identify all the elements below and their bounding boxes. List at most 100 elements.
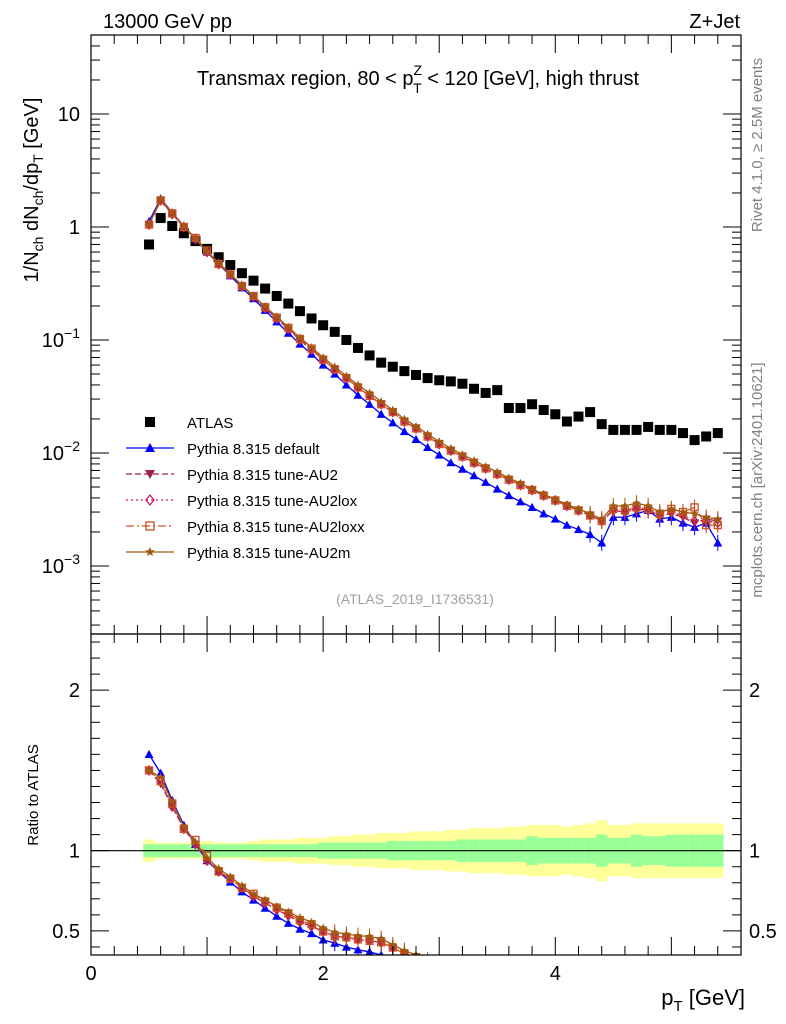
data-point bbox=[411, 421, 421, 430]
data-point bbox=[318, 320, 329, 331]
data-point bbox=[654, 424, 665, 435]
data-point bbox=[155, 213, 166, 224]
ratio-point bbox=[307, 917, 316, 926]
data-point bbox=[284, 322, 293, 331]
data-point bbox=[341, 334, 352, 345]
ratio-point bbox=[144, 749, 154, 758]
data-point bbox=[411, 369, 421, 380]
data-point bbox=[144, 220, 154, 229]
data-point bbox=[538, 405, 549, 416]
data-point bbox=[388, 418, 398, 427]
legend-label: Pythia 8.315 tune-AU2lox bbox=[187, 493, 358, 510]
data-point bbox=[434, 375, 445, 386]
ratio-point bbox=[144, 765, 154, 775]
ratio-point bbox=[214, 864, 223, 873]
ratio-y-tick-label-right: 0.5 bbox=[749, 921, 777, 943]
data-point bbox=[469, 471, 479, 480]
ratio-point bbox=[272, 911, 282, 920]
data-point bbox=[677, 428, 688, 439]
analysis-tag: (ATLAS_2019_I1736531) bbox=[336, 591, 494, 607]
ratio-series-pythia-8-315-tune-au2 bbox=[144, 766, 432, 967]
ratio-point bbox=[202, 853, 212, 862]
data-point bbox=[504, 473, 514, 482]
legend-marker bbox=[145, 493, 155, 507]
data-point bbox=[353, 380, 363, 389]
ratio-point bbox=[388, 940, 398, 949]
ratio-point bbox=[424, 958, 431, 967]
data-point bbox=[609, 501, 618, 510]
data-point bbox=[701, 431, 712, 442]
data-point bbox=[144, 239, 155, 250]
data-point bbox=[632, 498, 641, 507]
legend-entry: Pythia 8.315 tune-AU2loxx bbox=[126, 519, 365, 536]
data-point bbox=[249, 291, 258, 300]
ratio-y-tick-label-right: 2 bbox=[749, 680, 760, 702]
data-point bbox=[283, 323, 293, 335]
data-point bbox=[713, 514, 723, 523]
ratio-point bbox=[179, 822, 189, 831]
data-point bbox=[689, 435, 700, 446]
data-point bbox=[318, 352, 328, 362]
ratio-y-tick-label-right: 1 bbox=[749, 841, 760, 863]
data-point bbox=[167, 208, 177, 217]
ratio-point bbox=[353, 931, 363, 940]
data-point bbox=[619, 424, 630, 435]
main-y-axis-label: 1/Nch dNch/dpT [GeV] bbox=[21, 98, 46, 283]
ratio-point bbox=[400, 946, 409, 955]
data-point bbox=[260, 301, 270, 311]
data-point bbox=[608, 424, 619, 435]
data-point bbox=[550, 409, 561, 420]
legend-label: Pythia 8.315 tune-AU2 bbox=[187, 467, 338, 484]
series-atlas bbox=[144, 213, 723, 446]
data-point bbox=[202, 246, 212, 255]
data-point bbox=[179, 221, 189, 231]
data-point bbox=[434, 450, 444, 459]
data-point bbox=[515, 403, 526, 414]
ratio-y-tick-label-left: 1 bbox=[69, 841, 80, 863]
legend-label: ATLAS bbox=[187, 415, 233, 432]
x-tick-label: 2 bbox=[318, 963, 329, 985]
data-point bbox=[678, 507, 688, 516]
data-point bbox=[423, 429, 432, 438]
data-point bbox=[712, 428, 723, 439]
ratio-panel: 0 2 4 0.5 0.5 1 1 2 2 bbox=[52, 633, 777, 985]
ratio-point bbox=[283, 918, 293, 927]
ratio-point bbox=[156, 775, 166, 787]
data-point bbox=[469, 383, 480, 394]
data-point bbox=[178, 228, 189, 239]
data-point bbox=[307, 344, 316, 356]
ratio-point bbox=[388, 955, 397, 963]
ratio-point bbox=[423, 955, 432, 963]
legend-marker bbox=[145, 470, 155, 479]
data-point bbox=[527, 502, 537, 511]
ratio-point bbox=[272, 901, 281, 910]
data-point bbox=[167, 221, 178, 232]
data-point bbox=[516, 478, 525, 487]
data-point bbox=[411, 422, 421, 434]
data-point bbox=[643, 501, 653, 510]
data-point bbox=[423, 442, 433, 452]
data-point bbox=[515, 497, 525, 506]
data-point bbox=[713, 538, 723, 547]
legend-entry: Pythia 8.315 tune-AU2m bbox=[126, 545, 350, 562]
legend-label: Pythia 8.315 tune-AU2loxx bbox=[187, 519, 365, 536]
ratio-point bbox=[423, 959, 432, 967]
data-point bbox=[307, 342, 316, 352]
data-point bbox=[295, 333, 305, 342]
x-tick-label: 4 bbox=[550, 963, 561, 985]
data-point bbox=[446, 458, 456, 467]
data-point bbox=[445, 376, 456, 387]
data-point bbox=[365, 388, 374, 397]
data-point bbox=[504, 491, 514, 500]
legend-marker bbox=[145, 417, 155, 427]
data-point bbox=[539, 489, 548, 499]
mcplots-source-label: mcplots.cern.ch [arXiv:2401.10621] bbox=[749, 362, 766, 597]
main-y-tick-label: 10 bbox=[58, 104, 80, 126]
ratio-point bbox=[400, 960, 409, 968]
data-point bbox=[376, 357, 387, 368]
data-point bbox=[481, 461, 490, 471]
ratio-point bbox=[307, 929, 317, 938]
ratio-point bbox=[284, 907, 293, 916]
header-energy-label: 13000 GeV pp bbox=[103, 11, 232, 33]
ratio-point bbox=[353, 945, 363, 954]
